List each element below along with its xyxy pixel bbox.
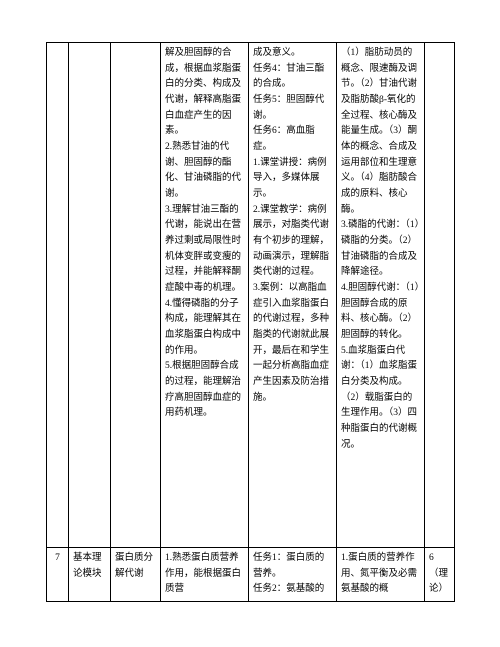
cell-hours bbox=[425, 43, 455, 548]
document-page: 解及胆固醇的合成，根据血浆脂蛋白的分类、构成及代谢，解释高脂蛋白血症产生的因素。… bbox=[0, 0, 500, 647]
cell-subject: 蛋白质分解代谢 bbox=[111, 548, 161, 602]
table-row: 解及胆固醇的合成，根据血浆脂蛋白的分类、构成及代谢，解释高脂蛋白血症产生的因素。… bbox=[47, 43, 455, 548]
cell-module: 基本理论模块 bbox=[69, 548, 111, 602]
cell-knowledge: 1.蛋白质的营养作用、氮平衡及必需氨基酸的概 bbox=[337, 548, 425, 602]
cell-objective: 1.熟悉蛋白质营养作用，能根据蛋白质营 bbox=[161, 548, 249, 602]
cell-task: 成及意义。 任务4：甘油三酯的合成。 任务5：胆固醇代谢。 任务6：高血脂症。 … bbox=[249, 43, 337, 548]
cell-knowledge: （1）脂肪动员的概念、限速酶及调节。（2）甘油代谢及脂肪酸β-氧化的全过程、核心… bbox=[337, 43, 425, 548]
curriculum-table: 解及胆固醇的合成，根据血浆脂蛋白的分类、构成及代谢，解释高脂蛋白血症产生的因素。… bbox=[46, 42, 455, 602]
cell-objective: 解及胆固醇的合成，根据血浆脂蛋白的分类、构成及代谢，解释高脂蛋白血症产生的因素。… bbox=[161, 43, 249, 548]
cell-index: 7 bbox=[47, 548, 69, 602]
cell-task: 任务1：蛋白质的营养。 任务2：氨基酸的 bbox=[249, 548, 337, 602]
cell-module bbox=[69, 43, 111, 548]
cell-subject bbox=[111, 43, 161, 548]
cell-index bbox=[47, 43, 69, 548]
table-row: 7 基本理论模块 蛋白质分解代谢 1.熟悉蛋白质营养作用，能根据蛋白质营 任务1… bbox=[47, 548, 455, 602]
cell-hours: 6（理论） bbox=[425, 548, 455, 602]
